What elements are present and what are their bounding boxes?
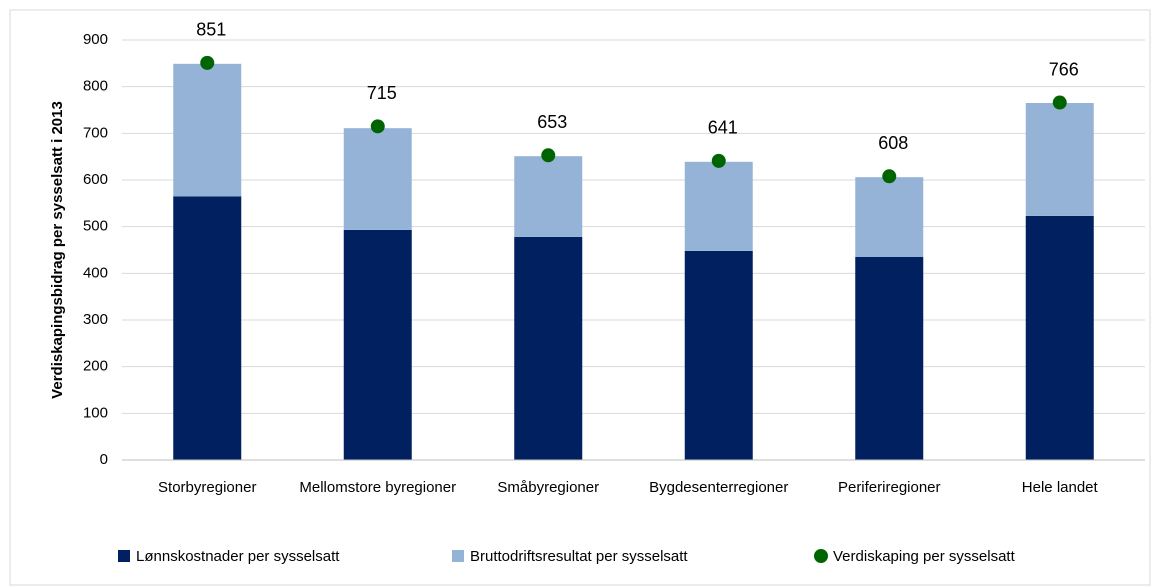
y-tick-label: 400 xyxy=(83,264,108,281)
bar-segment xyxy=(684,250,753,460)
dot xyxy=(541,148,556,163)
x-tick-label: Periferiregioner xyxy=(837,479,941,496)
legend-swatch xyxy=(814,549,828,563)
bar-segment xyxy=(343,128,412,230)
y-tick-label: 0 xyxy=(100,451,108,468)
dot xyxy=(1052,95,1067,110)
data-label: 641 xyxy=(708,118,738,138)
dot xyxy=(882,169,897,184)
data-label: 766 xyxy=(1049,59,1079,79)
data-label: 608 xyxy=(878,133,908,153)
data-label: 653 xyxy=(537,112,567,132)
x-tick-label: Småbyregioner xyxy=(497,479,600,496)
bar-segment xyxy=(173,63,242,197)
data-label: 715 xyxy=(367,83,397,103)
y-tick-label: 500 xyxy=(83,218,108,235)
y-tick-label: 800 xyxy=(83,78,108,95)
bar-segment xyxy=(855,257,924,460)
x-tick-label: Mellomstore byregioner xyxy=(299,479,457,496)
bar-segment xyxy=(684,161,753,251)
bar-segment xyxy=(173,196,242,461)
bar-segment xyxy=(1025,215,1094,460)
dot xyxy=(370,119,385,134)
y-tick-label: 300 xyxy=(83,311,108,328)
bar-segment xyxy=(343,229,412,460)
bar-segment xyxy=(514,236,583,460)
bar-segment xyxy=(1025,103,1094,216)
legend-label: Lønnskostnader per sysselsatt xyxy=(136,548,340,565)
data-label: 851 xyxy=(196,20,226,40)
bar-segment xyxy=(855,177,924,257)
legend-label: Verdiskaping per sysselsatt xyxy=(833,548,1016,565)
legend-swatch xyxy=(118,550,130,562)
legend-swatch xyxy=(452,550,464,562)
y-tick-label: 200 xyxy=(83,358,108,375)
x-tick-label: Bygdesenterregioner xyxy=(649,479,789,496)
legend-label: Bruttodriftsresultat per sysselsatt xyxy=(470,548,688,565)
dot xyxy=(711,153,726,168)
bar-segment xyxy=(514,156,583,237)
dot xyxy=(200,55,215,70)
y-tick-label: 900 xyxy=(83,31,108,48)
y-axis-label: Verdiskapingsbidrag per sysselsatt i 201… xyxy=(49,101,66,399)
x-tick-label: Storbyregioner xyxy=(158,479,257,496)
y-tick-label: 600 xyxy=(83,171,108,188)
y-tick-label: 700 xyxy=(83,124,108,141)
chart-border xyxy=(9,9,1151,586)
x-tick-label: Hele landet xyxy=(1021,479,1098,496)
y-tick-label: 100 xyxy=(83,404,108,421)
